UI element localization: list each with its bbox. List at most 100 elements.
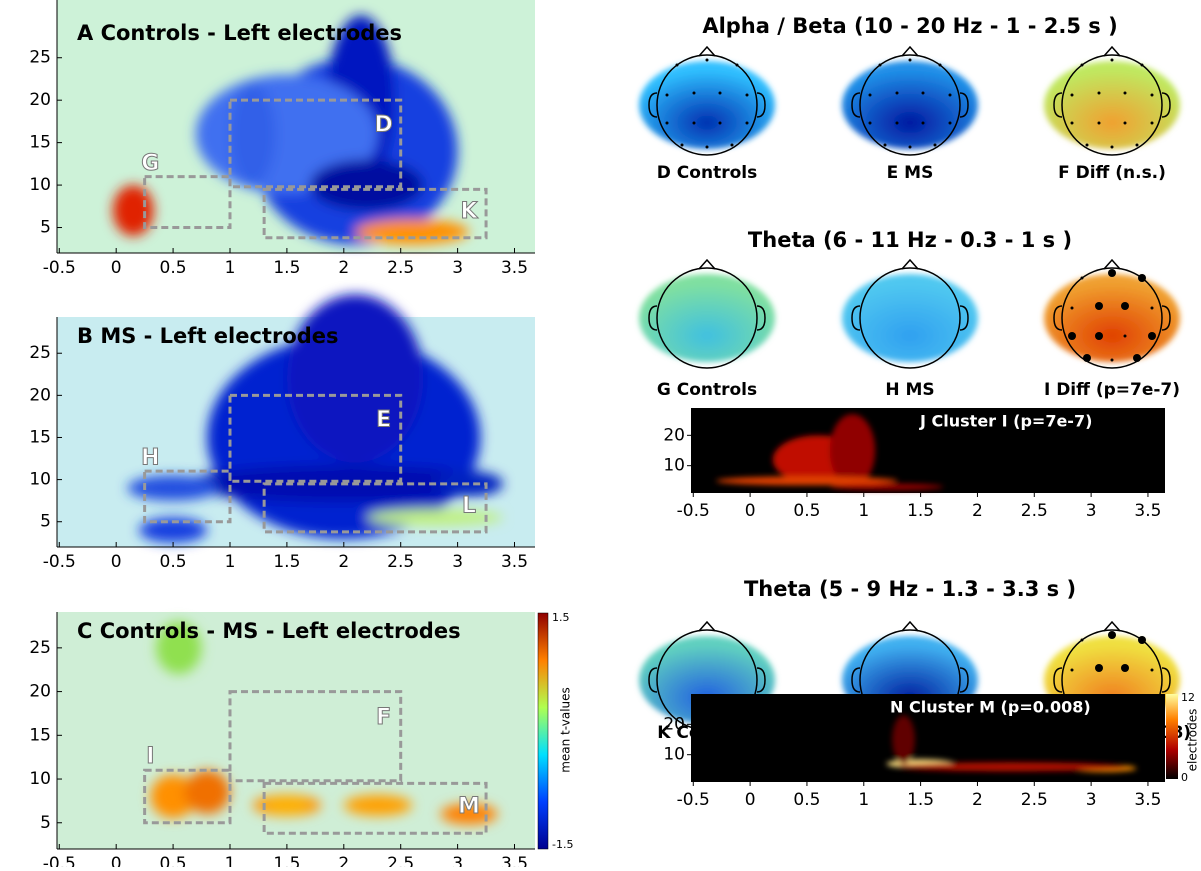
ear: [1161, 667, 1171, 693]
electrode: [1108, 631, 1116, 639]
heatmap: [150, 621, 498, 825]
roi-box: [143, 469, 232, 524]
topoplot: [639, 45, 775, 156]
x-tick-label: 0.5: [793, 501, 820, 521]
y-tick-label: 25: [29, 48, 51, 68]
heatmap-blob: [897, 762, 1126, 772]
nose: [698, 620, 716, 632]
ear: [959, 305, 969, 331]
x-tick-label: 3: [452, 552, 463, 572]
electrode: [665, 93, 669, 97]
electrode: [745, 93, 749, 97]
electrode: [675, 63, 679, 67]
x-tick-label: 3.5: [501, 854, 528, 867]
x-tick-label: -0.5: [43, 552, 76, 572]
topo-label: E MS: [887, 163, 934, 183]
x-tick-label: 1: [225, 258, 236, 278]
colorbar-tick-label: 1.5: [552, 611, 570, 624]
electrode: [921, 91, 925, 95]
electrode: [948, 121, 952, 125]
x-tick-label: 2.5: [1021, 501, 1048, 521]
x-tick-label: 1.5: [907, 501, 934, 521]
electrode: [878, 63, 882, 67]
electrode: [1133, 354, 1141, 362]
roi-box: [262, 781, 488, 835]
electrode: [665, 121, 669, 125]
topo-label: D Controls: [657, 163, 757, 183]
electrode: [730, 143, 734, 147]
roi-box: [228, 393, 403, 483]
nose: [901, 45, 919, 57]
panel-title: B MS - Left electrodes: [77, 324, 339, 348]
y-tick-label: 20: [663, 425, 685, 445]
roi-box: [228, 98, 403, 189]
y-tick-label: 5: [40, 218, 51, 238]
ear: [648, 305, 658, 331]
heatmap-blob: [184, 770, 230, 815]
x-tick-label: -0.5: [43, 258, 76, 278]
heatmap-blob: [355, 219, 469, 245]
electrode: [1123, 121, 1127, 125]
x-tick-label: 0: [745, 790, 756, 810]
heatmap-blob: [366, 509, 504, 526]
electrode: [1110, 145, 1114, 149]
roi-label: H: [141, 446, 159, 471]
y-tick-label: 10: [29, 175, 51, 195]
ear: [756, 92, 766, 118]
x-tick-label: 0.5: [160, 552, 187, 572]
roi-label: M: [458, 794, 480, 819]
heatmap-blob: [156, 621, 202, 675]
electrode: [1097, 121, 1101, 125]
electrode: [868, 93, 872, 97]
ear: [1053, 92, 1063, 118]
roi-box: [262, 482, 488, 534]
topoplot: [1044, 45, 1180, 156]
y-tick-label: 10: [663, 745, 685, 765]
x-tick-label: 3.5: [501, 258, 528, 278]
y-tick-label: 20: [663, 714, 685, 734]
ear: [851, 92, 861, 118]
x-tick-label: 3.5: [501, 552, 528, 572]
x-tick-label: 2.5: [1021, 790, 1048, 810]
roi-label: K: [460, 199, 478, 224]
cluster-heatmap: [716, 414, 944, 490]
electrode: [1138, 274, 1146, 282]
electrode: [718, 121, 722, 125]
head: [859, 54, 961, 156]
topoplot: [842, 45, 978, 156]
x-tick-label: 0: [111, 854, 122, 867]
heatmap-blob: [829, 483, 944, 490]
electrode: [705, 145, 709, 149]
topo-map: [842, 61, 978, 149]
topoplot: [639, 258, 775, 369]
electrode: [1070, 93, 1074, 97]
x-tick-label: -0.5: [43, 854, 76, 867]
cluster-heatmap: [886, 715, 1137, 772]
electrode: [1080, 63, 1084, 67]
x-tick-label: -0.5: [677, 501, 710, 521]
electrode: [1097, 91, 1101, 95]
x-tick-label: -0.5: [677, 790, 710, 810]
topo-map: [1044, 61, 1180, 149]
heatmap-blob: [892, 715, 915, 764]
x-tick-label: 3.5: [1134, 790, 1161, 810]
x-tick-label: 2: [972, 790, 983, 810]
nose: [1103, 620, 1121, 632]
ear: [1161, 92, 1171, 118]
cluster-title: N Cluster M (p=0.008): [890, 698, 1091, 717]
electrode: [895, 91, 899, 95]
ear: [756, 667, 766, 693]
panel-title: A Controls - Left electrodes: [77, 21, 402, 45]
electrode: [1150, 668, 1154, 672]
x-tick-label: 3: [452, 854, 463, 867]
topo-map: [639, 61, 775, 149]
x-tick-label: 0: [111, 552, 122, 572]
roi-label: L: [462, 494, 476, 519]
electrode: [895, 121, 899, 125]
x-tick-label: 0.5: [160, 854, 187, 867]
ear: [1053, 667, 1063, 693]
electrode: [1121, 664, 1129, 672]
heatmap-blob: [229, 83, 276, 186]
electrode: [1080, 276, 1084, 280]
